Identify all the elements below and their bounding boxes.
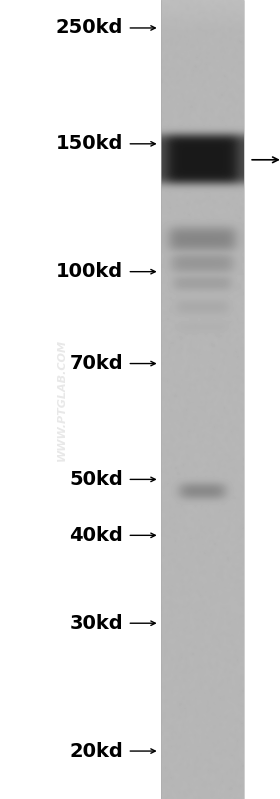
Text: 70kd: 70kd: [69, 354, 123, 373]
Text: 20kd: 20kd: [69, 741, 123, 761]
Text: 150kd: 150kd: [56, 134, 123, 153]
Text: 40kd: 40kd: [69, 526, 123, 545]
Text: 30kd: 30kd: [69, 614, 123, 633]
Text: WWW.PTGLAB.COM: WWW.PTGLAB.COM: [57, 339, 67, 460]
Text: 50kd: 50kd: [69, 470, 123, 489]
Text: 100kd: 100kd: [56, 262, 123, 281]
Text: 250kd: 250kd: [56, 18, 123, 38]
